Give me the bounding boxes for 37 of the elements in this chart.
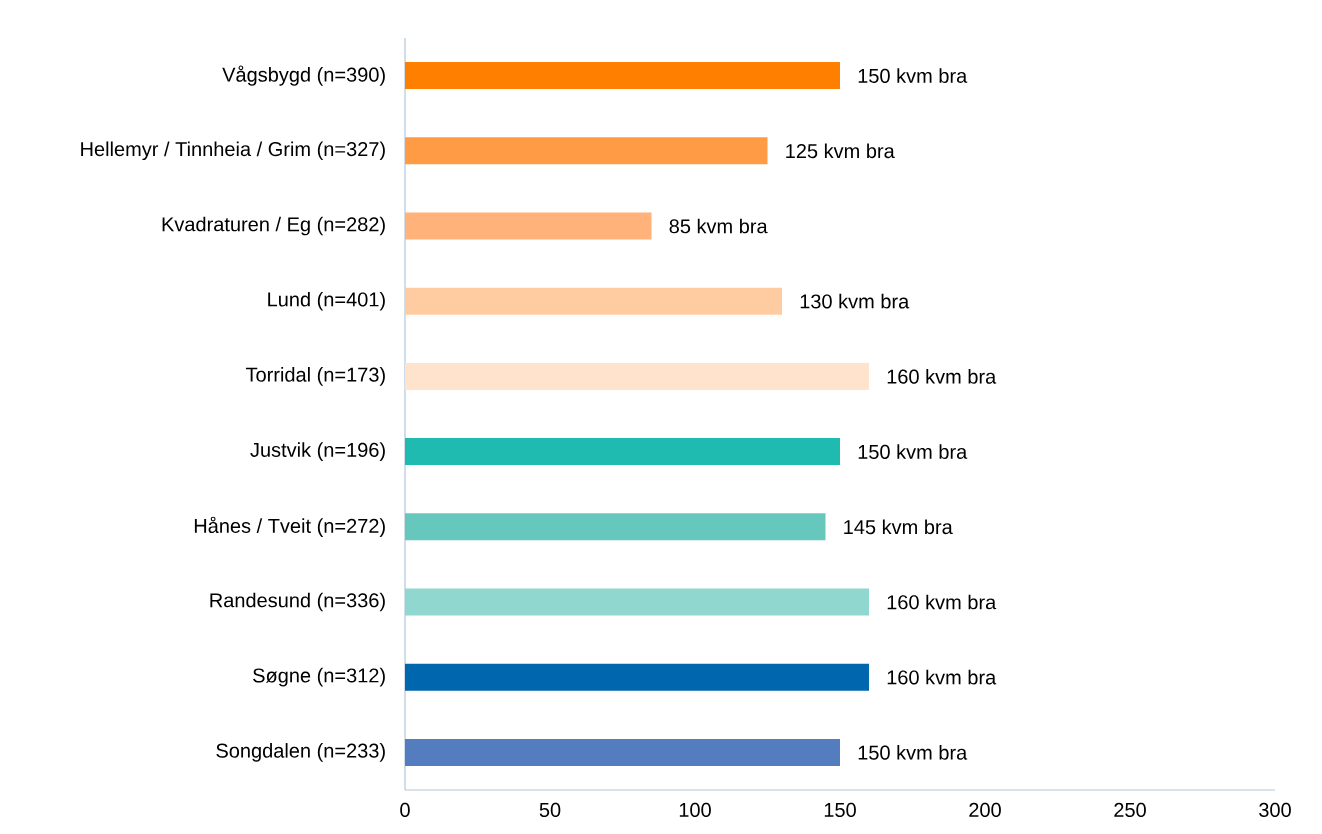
data-label: 85 kvm bra — [669, 218, 768, 234]
bar — [405, 663, 869, 691]
x-tick-label: 100 — [679, 802, 711, 818]
bar — [405, 738, 840, 766]
x-tick-label: 150 — [824, 802, 856, 818]
y-tick-label: Songdalen (n=233) — [216, 743, 385, 762]
data-label: 125 kvm bra — [786, 143, 895, 159]
data-label: 160 kvm bra — [887, 594, 997, 610]
y-tick-label: Hånes / Tveit (n=272) — [194, 516, 385, 537]
bar — [405, 438, 840, 466]
y-tick-label: Kvadraturen / Eg (n=282) — [162, 216, 385, 236]
data-label: 160 kvm bra — [887, 669, 997, 685]
bar — [405, 362, 869, 390]
bar — [405, 287, 782, 315]
x-tick-label: 0 — [400, 802, 410, 818]
y-tick-label: Randesund (n=336) — [210, 592, 385, 612]
bar — [405, 513, 826, 541]
y-tick-label: Søgne (n=312) — [253, 667, 385, 687]
bar — [405, 212, 652, 240]
y-tick-label: Lund (n=401) — [268, 291, 385, 311]
x-tick-label: 250 — [1114, 802, 1146, 818]
data-label: 150 kvm bra — [858, 444, 968, 459]
y-tick-label: Vågsbygd (n=390) — [222, 65, 385, 86]
x-tick-label: 200 — [969, 802, 1001, 818]
y-tick-label: Hellemyr / Tinnheia / Grim (n=327) — [81, 141, 385, 161]
bar — [405, 588, 869, 616]
data-label: 150 kvm bra — [858, 745, 968, 760]
x-tick-label: 50 — [539, 802, 561, 818]
data-label: 160 kvm bra — [887, 369, 997, 384]
bar — [405, 137, 768, 165]
data-label: 145 kvm bra — [844, 519, 953, 535]
y-tick-label: Torridal (n=173) — [245, 367, 385, 386]
x-tick-label: 300 — [1259, 802, 1291, 818]
bar — [405, 62, 840, 90]
y-tick-label: Justvik (n=196) — [250, 442, 385, 461]
data-label: 150 kvm bra — [858, 68, 968, 83]
data-label: 130 kvm bra — [800, 293, 910, 309]
